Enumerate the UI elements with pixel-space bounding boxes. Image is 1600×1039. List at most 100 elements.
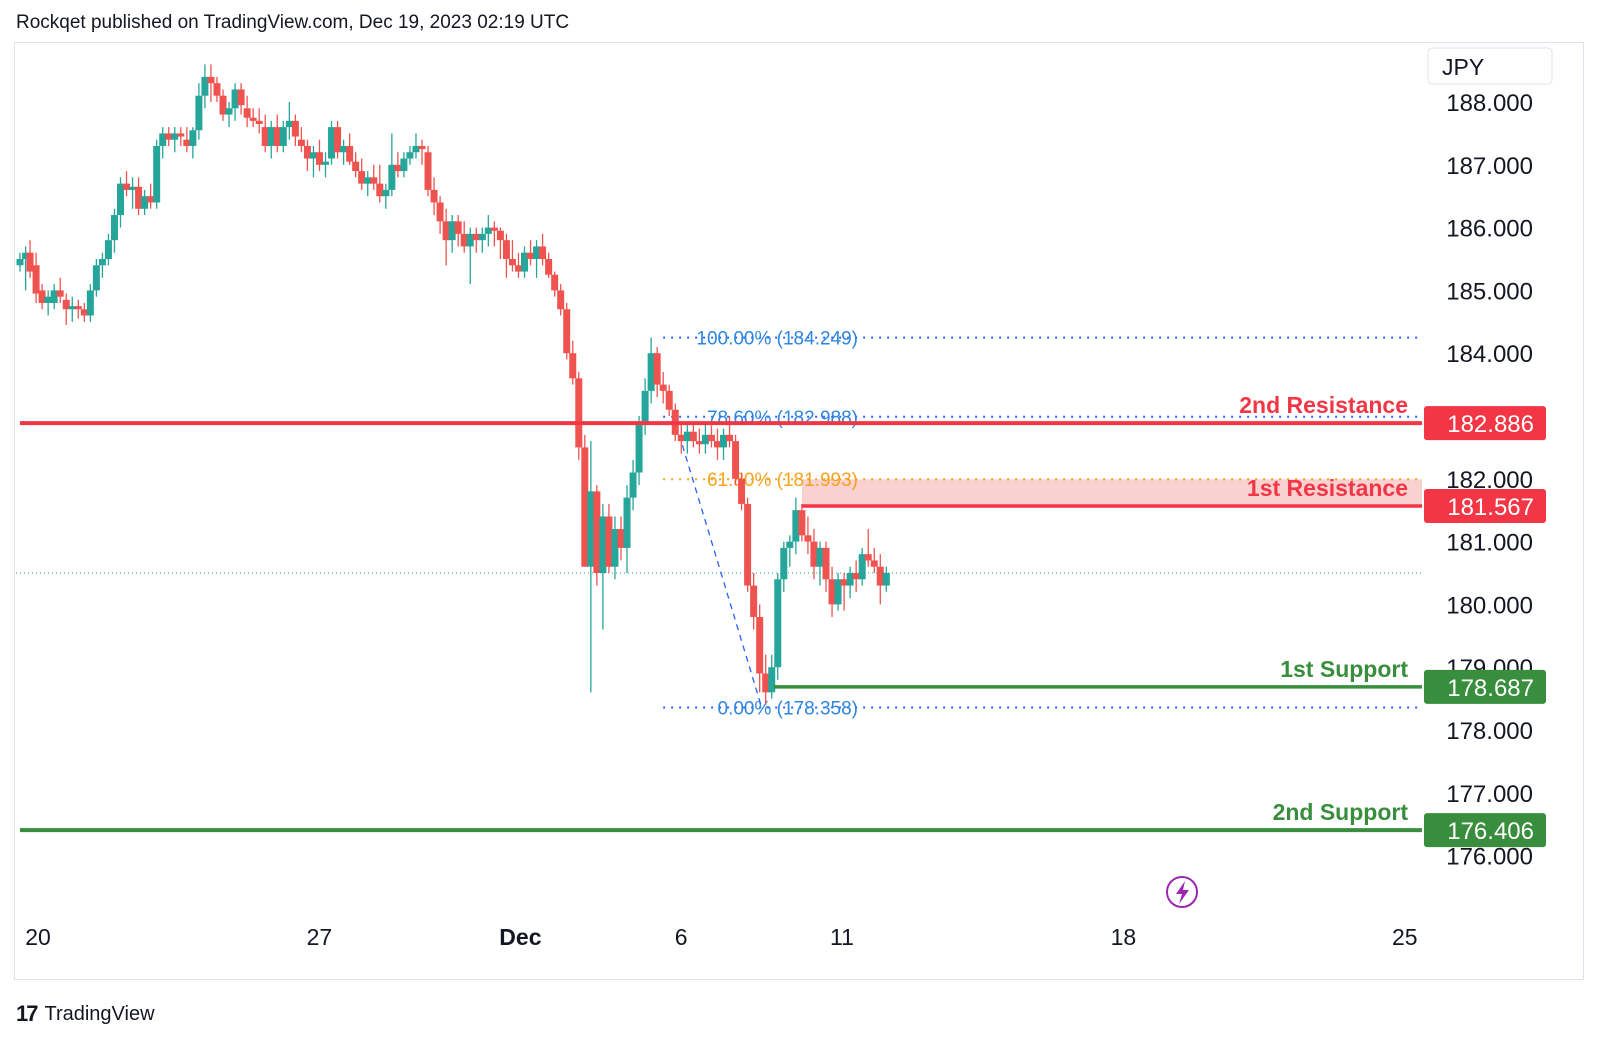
candle-body bbox=[659, 384, 667, 391]
candle-body bbox=[117, 183, 124, 216]
candle-body bbox=[599, 516, 607, 573]
candle-body bbox=[569, 353, 577, 379]
candle-body bbox=[231, 89, 239, 109]
candle-body bbox=[50, 290, 58, 303]
level-price-tag-bg bbox=[1424, 488, 1546, 523]
price-tick-label: 185.000 bbox=[1446, 278, 1533, 305]
price-tick-label: 184.000 bbox=[1446, 341, 1533, 368]
candle-body bbox=[442, 221, 450, 241]
candle-body bbox=[364, 177, 372, 184]
candle-body bbox=[213, 83, 221, 96]
candle-body bbox=[539, 246, 547, 259]
time-axis-label: 18 bbox=[1111, 924, 1137, 950]
candle-body bbox=[189, 130, 197, 146]
candle-body bbox=[834, 579, 842, 605]
price-tick-label: 178.000 bbox=[1446, 718, 1533, 745]
candle-body bbox=[508, 259, 516, 266]
candle-body bbox=[653, 353, 661, 385]
candle-body bbox=[858, 554, 866, 580]
candle-body bbox=[207, 76, 215, 84]
candle-body bbox=[16, 259, 24, 266]
candle-body bbox=[695, 441, 703, 445]
candle-body bbox=[44, 296, 52, 303]
candle-body bbox=[701, 434, 709, 445]
candle-body bbox=[74, 306, 82, 310]
candle-body bbox=[147, 196, 155, 203]
candle-body bbox=[502, 240, 510, 259]
candle-body bbox=[750, 585, 758, 617]
candle-body bbox=[62, 299, 70, 310]
time-axis-label: 20 bbox=[25, 924, 51, 950]
candle-body bbox=[382, 189, 390, 197]
candle-body bbox=[864, 554, 872, 561]
candle-body bbox=[195, 95, 203, 131]
level-price-tag-bg bbox=[1424, 813, 1546, 848]
candle-body bbox=[738, 478, 746, 504]
candle-body bbox=[279, 127, 287, 146]
level-price-tag-bg bbox=[1424, 406, 1546, 441]
candle-body bbox=[303, 145, 311, 159]
tradingview-footer[interactable]: 17 TradingView bbox=[16, 1001, 155, 1027]
lightning-icon[interactable] bbox=[1166, 876, 1198, 908]
candle-body bbox=[225, 108, 233, 115]
candle-body bbox=[786, 541, 794, 548]
candle-body bbox=[38, 290, 46, 303]
level-name-resistance: 2nd Resistance bbox=[1239, 392, 1408, 418]
candle-body bbox=[798, 510, 806, 536]
candle-body bbox=[720, 434, 727, 448]
candle-body bbox=[68, 306, 76, 310]
candle-body bbox=[647, 353, 655, 391]
candle-body bbox=[424, 152, 432, 190]
time-axis-label: Dec bbox=[499, 924, 541, 950]
time-axis-label: 27 bbox=[307, 924, 333, 950]
candle-body bbox=[617, 529, 625, 548]
price-tick-label: 176.000 bbox=[1446, 844, 1533, 871]
candle-body bbox=[581, 447, 589, 567]
candle-body bbox=[744, 503, 752, 586]
candle-body bbox=[611, 529, 619, 567]
candle-body bbox=[141, 196, 149, 209]
candle-body bbox=[533, 246, 541, 259]
price-tick-label: 187.000 bbox=[1446, 153, 1533, 180]
candle-body bbox=[86, 290, 94, 316]
candle-body bbox=[309, 152, 317, 159]
currency-badge[interactable] bbox=[1427, 47, 1553, 85]
candle-body bbox=[478, 233, 486, 241]
candle-body bbox=[315, 152, 323, 165]
fib-level-label: 100.00% (184.249) bbox=[696, 329, 858, 350]
currency-label: JPY bbox=[1442, 54, 1484, 80]
candle-body bbox=[406, 152, 414, 159]
candle-body bbox=[840, 579, 848, 586]
price-tick-label: 180.000 bbox=[1446, 592, 1533, 619]
candle-body bbox=[460, 233, 468, 247]
candle-body bbox=[80, 309, 88, 316]
candle-body bbox=[496, 230, 504, 241]
level-price-tag-bg bbox=[1424, 669, 1546, 704]
candle-body bbox=[707, 434, 715, 442]
candle-body bbox=[635, 422, 643, 473]
lightning-icon-bolt bbox=[1176, 881, 1189, 904]
time-axis-label: 25 bbox=[1392, 924, 1418, 950]
candle-body bbox=[732, 441, 740, 479]
candle-body bbox=[882, 573, 890, 586]
candle-body bbox=[98, 259, 106, 266]
candle-body bbox=[249, 117, 257, 121]
candle-body bbox=[346, 145, 354, 162]
candle-body bbox=[273, 127, 281, 146]
candle-body bbox=[689, 431, 697, 442]
fib-level-label: 61.80% (181.993) bbox=[707, 470, 858, 491]
candle-body bbox=[418, 145, 426, 150]
candle-body bbox=[828, 579, 836, 605]
candle-body bbox=[514, 265, 522, 272]
candle-body bbox=[123, 183, 131, 190]
lightning-icon-ring bbox=[1166, 876, 1198, 908]
candle-body bbox=[876, 566, 884, 586]
candle-body bbox=[267, 127, 275, 146]
candle-body bbox=[165, 133, 173, 140]
candle-body bbox=[340, 145, 348, 153]
price-tick-label: 181.000 bbox=[1446, 530, 1533, 557]
time-axis-label: 6 bbox=[675, 924, 688, 950]
candle-body bbox=[804, 535, 812, 542]
price-chart[interactable]: 100.00% (184.249)78.60% (182.988)61.80% … bbox=[0, 0, 1600, 990]
level-name-resistance: 1st Resistance bbox=[1247, 475, 1408, 501]
